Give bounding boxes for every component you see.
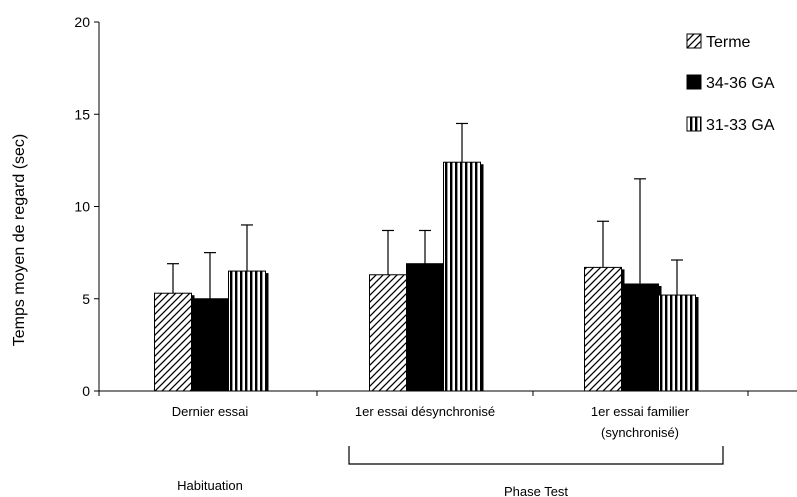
legend-swatch bbox=[686, 33, 702, 49]
y-tick-label: 0 bbox=[82, 383, 90, 399]
bar bbox=[584, 266, 622, 392]
bar bbox=[154, 292, 192, 392]
group-label-habituation: Habituation bbox=[177, 478, 243, 493]
bar bbox=[658, 294, 696, 392]
y-tick-label: 10 bbox=[74, 199, 90, 215]
bar bbox=[191, 298, 229, 392]
bar bbox=[406, 263, 444, 392]
y-axis-label: Temps moyen de regard (sec) bbox=[11, 134, 28, 347]
phase-test-bracket bbox=[348, 446, 724, 465]
legend-label: 31-33 GA bbox=[706, 117, 775, 134]
x-tick-label: 1er essai désynchronisé bbox=[355, 404, 495, 419]
bar bbox=[621, 283, 659, 392]
legend-swatch bbox=[686, 116, 702, 132]
y-tick-label: 20 bbox=[74, 14, 90, 30]
x-tick-label: (synchronisé) bbox=[601, 425, 679, 440]
bar bbox=[369, 274, 407, 392]
group-label-phase-test: Phase Test bbox=[504, 484, 568, 497]
x-tick-label: Dernier essai bbox=[172, 404, 249, 419]
bar bbox=[228, 270, 266, 392]
legend-swatch bbox=[686, 74, 702, 90]
x-tick-label: 1er essai familier bbox=[591, 404, 690, 419]
plot-area: 0 5 10 15 20 Dernier essai 1er essai désynchro… bbox=[74, 14, 797, 497]
y-tick-label: 15 bbox=[74, 106, 90, 122]
y-tick-label: 5 bbox=[82, 291, 90, 307]
legend-label: 34-36 GA bbox=[706, 75, 775, 92]
bar bbox=[443, 161, 481, 392]
legend-label: Terme bbox=[706, 34, 751, 51]
